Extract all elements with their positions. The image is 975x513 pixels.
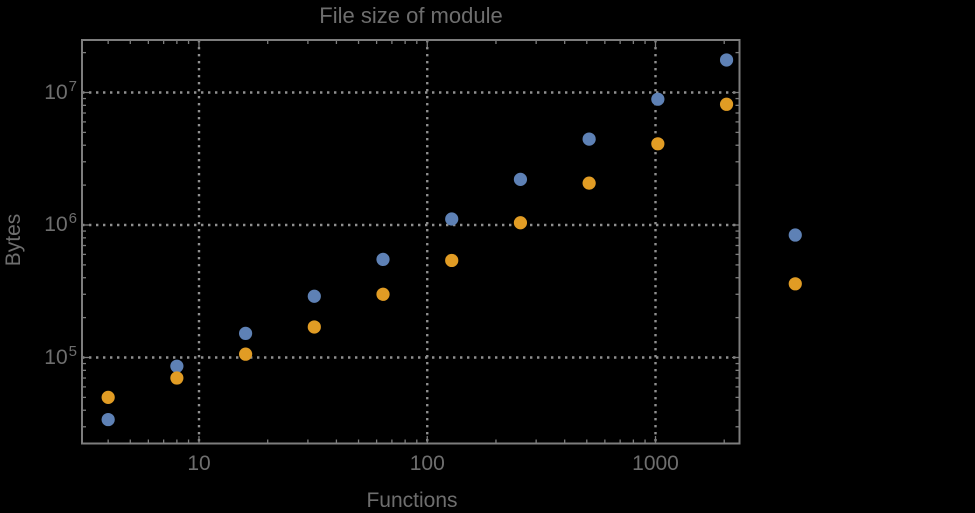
blue-series-point [719, 53, 734, 67]
y-tick-label: 105 [44, 342, 77, 369]
x-tick-label: 100 [409, 452, 445, 475]
blue-series-point [170, 359, 184, 373]
plot-frame [81, 39, 741, 445]
orange-series-point [582, 176, 596, 190]
blue-series-point [651, 92, 665, 106]
blue-series-point [445, 212, 459, 226]
blue-series-point [307, 289, 321, 303]
orange-series-point [651, 137, 665, 151]
blue-series-point [238, 326, 253, 341]
y-tick-label: 106 [44, 210, 77, 236]
blue-series-point [582, 132, 596, 146]
x-axis-label: Functions [366, 489, 458, 512]
x-tick-label: 10 [187, 452, 211, 475]
orange-series-point [376, 287, 390, 301]
blue-series-point [376, 252, 390, 267]
orange-series-point [445, 253, 459, 268]
blue-series-point [788, 228, 802, 242]
chart-title: File size of module [319, 3, 503, 28]
orange-series-point [101, 390, 115, 404]
y-tick-label: 107 [44, 77, 77, 104]
orange-series-point [719, 97, 734, 111]
orange-series-point [238, 347, 253, 361]
orange-series-point [788, 277, 802, 291]
blue-series-point [513, 172, 528, 186]
orange-series-point [513, 216, 528, 230]
orange-series-point [170, 371, 184, 385]
blue-series-point [101, 412, 115, 427]
x-tick-label: 1000 [632, 452, 679, 475]
y-axis-label: Bytes [2, 213, 25, 267]
orange-series-point [307, 320, 321, 334]
